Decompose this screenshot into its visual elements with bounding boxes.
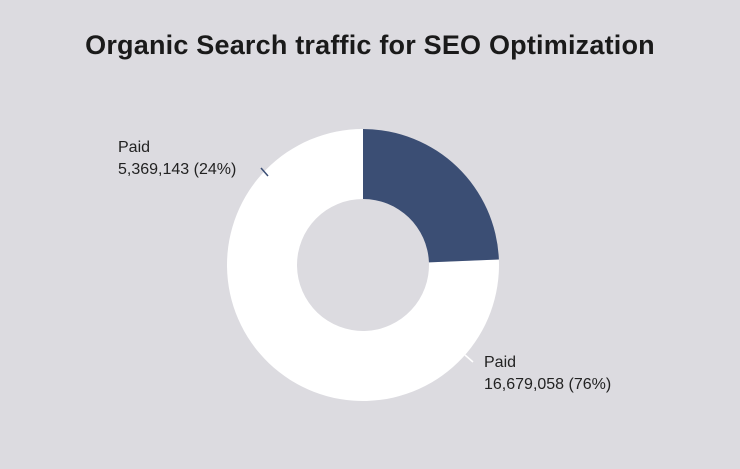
slice-label-value-0: 16,679,058 (76%)	[484, 376, 611, 393]
chart-title: Organic Search traffic for SEO Optimizat…	[85, 30, 655, 60]
slice-label-value-1: 5,369,143 (24%)	[118, 161, 236, 178]
slice-label-name-1: Paid	[118, 139, 150, 156]
slice-label-0: Paid 16,679,058 (76%)	[484, 354, 611, 393]
slice-label-1: Paid 5,369,143 (24%)	[118, 139, 236, 178]
label-leader-1	[260, 167, 269, 177]
donut-slice-1	[363, 129, 499, 263]
label-leader-0	[464, 354, 474, 363]
donut-slice-0	[227, 129, 500, 401]
slice-label-name-0: Paid	[484, 354, 516, 371]
